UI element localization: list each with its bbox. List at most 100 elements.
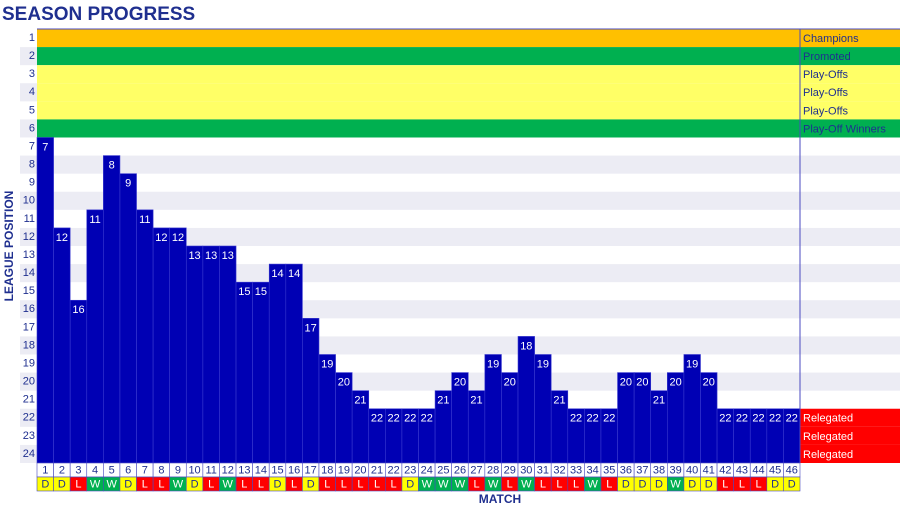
bar-label: 8 xyxy=(109,160,115,172)
x-tick-label: 33 xyxy=(570,464,582,476)
y-tick-label: 24 xyxy=(23,448,35,460)
x-tick-label: 6 xyxy=(125,464,131,476)
bar xyxy=(103,155,121,464)
zone-band xyxy=(800,444,900,463)
result-label: D xyxy=(41,478,49,490)
bar-label: 13 xyxy=(205,250,217,262)
bar-label: 19 xyxy=(537,358,549,370)
result-label: D xyxy=(655,478,663,490)
result-label: L xyxy=(755,478,761,490)
x-tick-label: 27 xyxy=(470,464,482,476)
x-tick-label: 22 xyxy=(387,464,399,476)
zone-band xyxy=(37,101,900,120)
y-tick-label: 4 xyxy=(29,86,35,98)
row-stripe xyxy=(20,191,900,210)
result-label: D xyxy=(622,478,630,490)
result-label: L xyxy=(540,478,546,490)
y-tick-label: 9 xyxy=(29,177,35,189)
x-tick-label: 32 xyxy=(553,464,565,476)
bar xyxy=(185,245,204,464)
bar xyxy=(119,173,137,464)
result-label: L xyxy=(606,478,612,490)
y-tick-label: 19 xyxy=(23,357,35,369)
bar xyxy=(484,354,502,464)
bar-label: 22 xyxy=(736,413,748,425)
bar-label: 19 xyxy=(321,358,333,370)
result-label: L xyxy=(357,478,363,490)
bar-label: 21 xyxy=(470,395,482,407)
result-label: L xyxy=(391,478,397,490)
x-tick-label: 8 xyxy=(158,464,164,476)
bar-label: 20 xyxy=(338,377,350,389)
bar-label: 9 xyxy=(125,178,131,190)
bar xyxy=(69,299,88,464)
zone-band xyxy=(37,65,900,84)
bar-label: 20 xyxy=(454,377,466,389)
x-tick-label: 3 xyxy=(75,464,81,476)
result-label: W xyxy=(438,478,449,490)
result-label: L xyxy=(573,478,579,490)
bar-label: 21 xyxy=(437,395,449,407)
zone-label: Relegated xyxy=(803,413,853,425)
bar-label: 19 xyxy=(487,358,499,370)
bar-label: 13 xyxy=(188,250,200,262)
x-tick-label: 9 xyxy=(175,464,181,476)
bar xyxy=(534,354,552,464)
result-label: L xyxy=(324,478,330,490)
result-label: L xyxy=(341,478,347,490)
zone-label: Relegated xyxy=(803,449,853,461)
x-tick-label: 26 xyxy=(454,464,466,476)
bar xyxy=(252,281,270,464)
bar-label: 22 xyxy=(587,413,599,425)
y-tick-label: 11 xyxy=(24,213,35,225)
x-tick-label: 7 xyxy=(142,464,148,476)
result-label: L xyxy=(208,478,214,490)
bar-label: 20 xyxy=(504,377,516,389)
bar xyxy=(285,263,303,464)
zone-label: Promoted xyxy=(803,51,851,63)
y-tick-label: 2 xyxy=(29,50,35,62)
bar-label: 22 xyxy=(404,413,416,425)
x-tick-label: 4 xyxy=(92,464,98,476)
x-tick-label: 35 xyxy=(603,464,615,476)
result-label: L xyxy=(241,478,247,490)
bar-label: 21 xyxy=(653,395,665,407)
x-tick-label: 2 xyxy=(59,464,65,476)
result-label: W xyxy=(173,478,184,490)
result-label: L xyxy=(473,478,479,490)
result-label: L xyxy=(507,478,513,490)
zone-label: Play-Offs xyxy=(803,69,849,81)
bar-label: 22 xyxy=(719,413,731,425)
result-label: L xyxy=(158,478,164,490)
result-label: L xyxy=(142,478,148,490)
bar-label: 22 xyxy=(371,413,383,425)
x-tick-label: 13 xyxy=(238,464,250,476)
bar xyxy=(318,354,336,464)
bar-label: 20 xyxy=(636,377,648,389)
y-tick-label: 15 xyxy=(23,285,35,297)
x-tick-label: 41 xyxy=(703,464,715,476)
bar-label: 18 xyxy=(520,340,532,352)
bar xyxy=(268,263,287,464)
bar-label: 16 xyxy=(72,304,84,316)
result-label: D xyxy=(406,478,414,490)
x-tick-label: 34 xyxy=(587,464,599,476)
result-label: D xyxy=(191,478,199,490)
x-tick-label: 31 xyxy=(537,464,549,476)
x-tick-label: 5 xyxy=(109,464,115,476)
result-label: L xyxy=(75,478,81,490)
result-label: L xyxy=(556,478,562,490)
result-label: W xyxy=(521,478,532,490)
x-tick-label: 11 xyxy=(205,464,216,476)
bar-label: 15 xyxy=(238,286,250,298)
zone-band xyxy=(37,83,900,102)
y-tick-label: 7 xyxy=(29,140,35,152)
bar xyxy=(302,318,320,464)
x-tick-label: 24 xyxy=(421,464,433,476)
result-label: D xyxy=(274,478,282,490)
x-tick-label: 44 xyxy=(752,464,764,476)
result-label: L xyxy=(722,478,728,490)
bar xyxy=(202,245,220,464)
x-tick-label: 25 xyxy=(437,464,449,476)
